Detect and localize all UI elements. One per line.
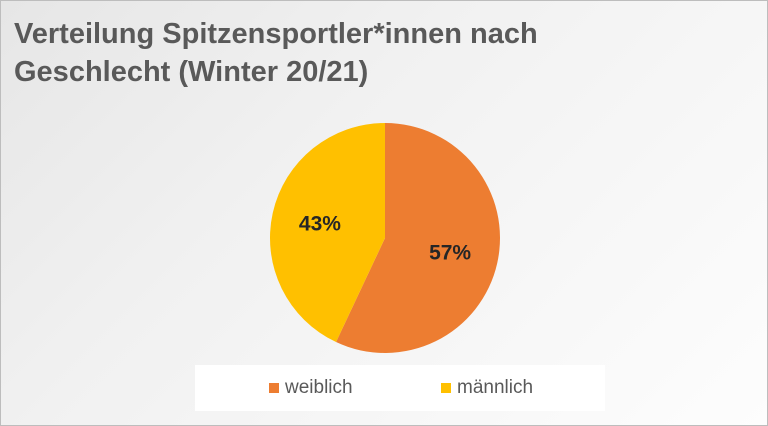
chart-title-line-2: Geschlecht (Winter 20/21) <box>14 56 369 88</box>
chart-title-line-1: Verteilung Spitzensportler*innen nach <box>14 18 538 50</box>
legend-label-weiblich: weiblich <box>285 377 353 398</box>
chart-title: Verteilung Spitzensportler*innen nach Ge… <box>14 15 574 91</box>
legend-item-weiblich: weiblich <box>269 377 353 399</box>
pie-slice-maennlich <box>269 123 385 343</box>
legend: weiblich männlich <box>195 365 605 411</box>
legend-swatch-weiblich <box>269 383 279 393</box>
pie-slices <box>269 123 501 354</box>
legend-item-maennlich: männlich <box>441 377 533 399</box>
pie-slice-weiblich <box>336 123 501 354</box>
legend-label-maennlich: männlich <box>457 377 534 398</box>
data-label-maennlich: 43% <box>299 212 341 235</box>
pie-data-labels: 57% 43% <box>299 212 472 264</box>
legend-swatch-maennlich <box>441 383 451 393</box>
data-label-weiblich: 57% <box>429 242 471 265</box>
